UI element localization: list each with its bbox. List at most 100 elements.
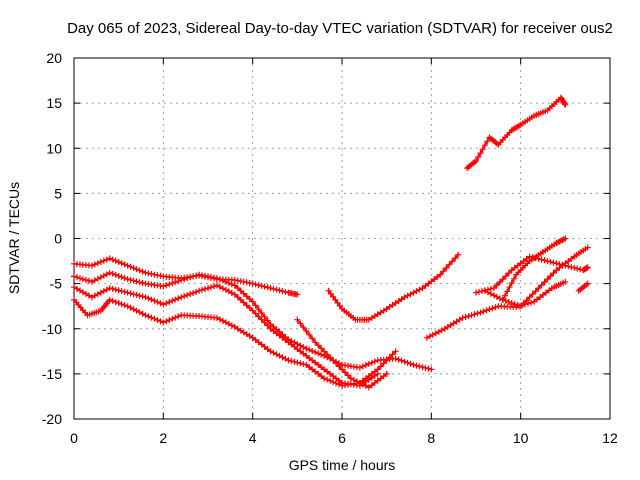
data-point-marker bbox=[544, 258, 551, 265]
series-arc-5 bbox=[294, 316, 390, 391]
data-point-marker bbox=[243, 293, 250, 300]
data-point-marker bbox=[455, 251, 462, 258]
data-point-marker bbox=[258, 310, 265, 316]
data-point-marker bbox=[309, 348, 316, 354]
data-point-marker bbox=[261, 319, 268, 326]
data-point-marker bbox=[489, 305, 496, 312]
data-point-marker bbox=[112, 299, 119, 305]
data-point-marker bbox=[517, 303, 524, 310]
data-point-marker bbox=[297, 360, 304, 367]
data-point-marker bbox=[142, 312, 149, 319]
data-point-marker bbox=[312, 339, 319, 346]
data-point-marker bbox=[178, 277, 185, 283]
data-point-marker bbox=[574, 265, 581, 272]
data-point-marker bbox=[561, 100, 568, 107]
data-point-marker bbox=[88, 262, 95, 269]
data-point-marker bbox=[508, 300, 515, 306]
series-arc-11 bbox=[575, 280, 591, 294]
data-point-marker bbox=[312, 349, 319, 356]
data-point-marker bbox=[264, 284, 271, 291]
data-point-marker bbox=[145, 295, 152, 302]
data-point-marker bbox=[462, 314, 469, 320]
data-point-marker bbox=[473, 157, 479, 164]
data-point-marker bbox=[172, 279, 179, 286]
data-point-marker bbox=[91, 261, 98, 268]
data-point-marker bbox=[240, 290, 247, 297]
data-point-marker bbox=[325, 287, 332, 294]
data-point-marker bbox=[246, 296, 253, 302]
data-point-marker bbox=[139, 268, 146, 275]
data-point-marker bbox=[255, 306, 262, 313]
data-point-marker bbox=[148, 314, 155, 321]
data-point-marker bbox=[199, 286, 205, 293]
data-point-marker bbox=[157, 300, 164, 307]
data-point-marker bbox=[499, 296, 506, 303]
data-point-marker bbox=[261, 313, 268, 320]
data-point-marker bbox=[190, 273, 197, 280]
data-point-marker bbox=[449, 258, 456, 265]
data-point-marker bbox=[371, 358, 378, 365]
axis-ticks bbox=[73, 57, 611, 420]
y-tick-label: -20 bbox=[42, 411, 62, 427]
data-point-marker bbox=[172, 314, 179, 321]
data-point-marker bbox=[157, 318, 164, 325]
data-point-marker bbox=[486, 306, 493, 313]
data-point-marker bbox=[154, 299, 161, 305]
y-tick-labels: -20 -15 -10 -5 0 5 10 15 20 bbox=[42, 50, 62, 427]
data-point-marker bbox=[136, 279, 143, 286]
data-point-marker bbox=[208, 284, 214, 291]
data-point-marker bbox=[392, 355, 399, 362]
data-point-marker bbox=[133, 266, 140, 273]
data-point-marker bbox=[365, 360, 372, 367]
data-point-marker bbox=[300, 324, 307, 331]
y-tick-label: 20 bbox=[46, 50, 62, 66]
y-axis-label: SDTVAR / TECUs bbox=[6, 182, 22, 294]
data-point-marker bbox=[520, 300, 527, 307]
data-point-marker bbox=[547, 258, 554, 265]
data-point-marker bbox=[279, 288, 286, 295]
data-point-marker bbox=[514, 302, 521, 309]
series-arc-12 bbox=[464, 94, 569, 172]
data-point-marker bbox=[523, 297, 530, 304]
data-point-marker bbox=[249, 298, 256, 305]
data-point-marker bbox=[213, 275, 220, 282]
data-point-marker bbox=[410, 361, 417, 368]
data-point-marker bbox=[413, 362, 420, 369]
data-point-marker bbox=[139, 279, 146, 286]
data-point-marker bbox=[118, 260, 125, 267]
data-point-marker bbox=[383, 370, 390, 377]
data-point-marker bbox=[124, 289, 131, 296]
data-point-marker bbox=[231, 282, 238, 289]
data-point-marker bbox=[492, 304, 499, 311]
data-point-marker bbox=[511, 275, 517, 282]
data-point-marker bbox=[294, 291, 301, 298]
data-point-marker bbox=[330, 379, 337, 385]
data-point-marker bbox=[303, 345, 310, 352]
data-point-marker bbox=[175, 295, 182, 302]
data-point-marker bbox=[550, 270, 557, 277]
data-point-marker bbox=[127, 263, 134, 270]
data-point-marker bbox=[145, 313, 152, 320]
data-point-marker bbox=[160, 319, 167, 326]
series-arc-3 bbox=[71, 282, 381, 389]
data-point-marker bbox=[82, 277, 89, 283]
x-tick-label: 12 bbox=[602, 430, 618, 446]
data-point-marker bbox=[407, 360, 414, 367]
data-point-marker bbox=[336, 363, 342, 370]
data-point-marker bbox=[151, 315, 158, 322]
data-point-marker bbox=[109, 270, 116, 277]
data-point-marker bbox=[330, 357, 337, 364]
data-point-marker bbox=[508, 280, 515, 286]
data-point-marker bbox=[380, 360, 387, 367]
series-layer bbox=[71, 94, 591, 391]
data-point-marker bbox=[258, 316, 265, 323]
data-point-marker bbox=[103, 256, 110, 263]
x-tick-label: 4 bbox=[249, 430, 257, 446]
data-point-marker bbox=[359, 363, 366, 370]
data-point-marker bbox=[267, 285, 274, 292]
data-point-marker bbox=[306, 331, 313, 338]
data-point-marker bbox=[288, 358, 295, 365]
data-point-marker bbox=[345, 372, 351, 379]
data-point-marker bbox=[237, 296, 244, 303]
data-point-marker bbox=[562, 278, 569, 285]
